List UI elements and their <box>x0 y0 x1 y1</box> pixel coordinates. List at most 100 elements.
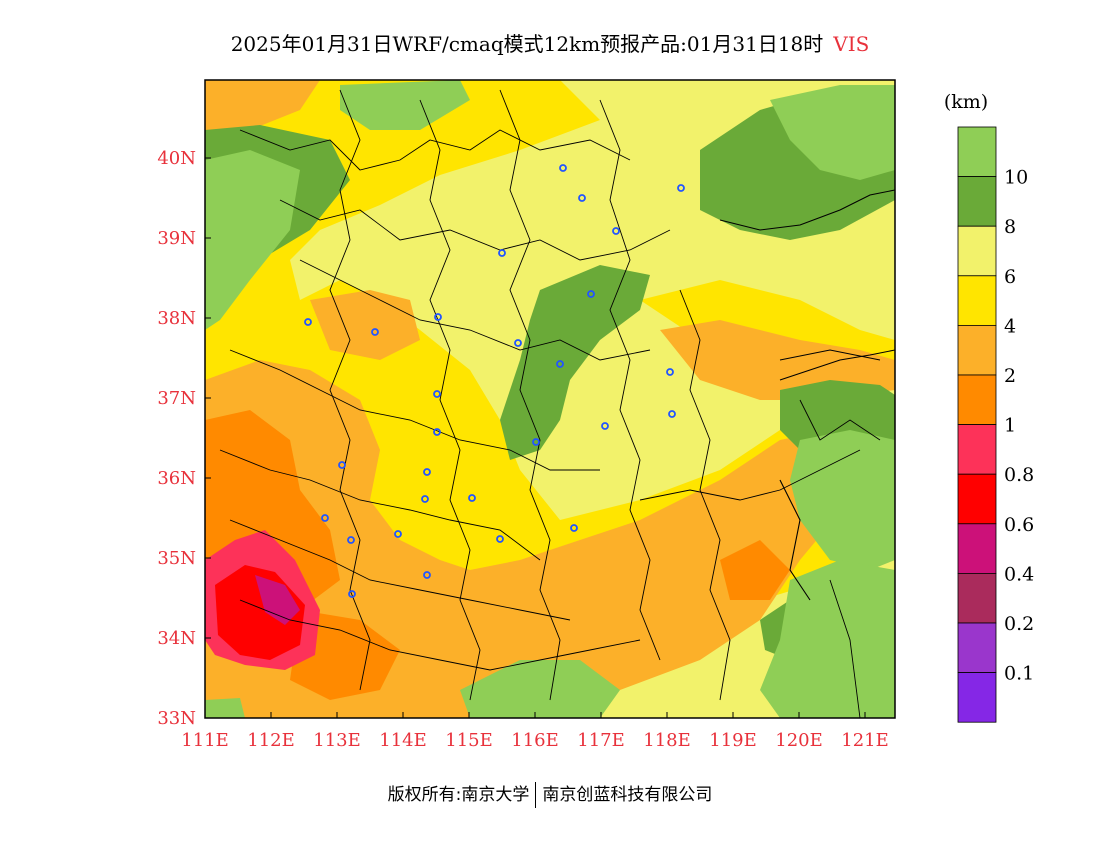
city-marker <box>371 328 379 336</box>
legend-swatch <box>957 622 997 673</box>
field-10plus-northeast <box>770 85 895 180</box>
field-10plus-east <box>790 430 895 570</box>
chart-title: 2025年01月31日WRF/cmaq模式12km预报产品:01月31日18时 V… <box>0 28 1100 57</box>
city-marker <box>394 530 402 538</box>
x-tick-label: 117E <box>577 730 625 751</box>
city-marker <box>304 318 312 326</box>
city-marker <box>587 290 595 298</box>
boundary-lines <box>219 89 881 718</box>
legend-label: 0.6 <box>1004 514 1034 536</box>
city-marker <box>556 360 564 368</box>
field-2-4-northwest <box>205 80 320 140</box>
y-tick-label: 37N <box>157 388 196 409</box>
city-marker <box>433 390 441 398</box>
city-marker <box>601 422 609 430</box>
y-tick-label: 35N <box>157 548 196 569</box>
plot-frame <box>204 79 896 719</box>
legend-label: 1 <box>1004 415 1016 437</box>
city-marker <box>578 194 586 202</box>
legend-swatch <box>957 473 997 525</box>
city-marker <box>423 571 431 579</box>
city-marker <box>570 524 578 532</box>
y-tick-label: 38N <box>157 308 196 329</box>
city-marker <box>348 590 356 598</box>
field-10plus-south <box>460 660 620 718</box>
city-marker <box>559 164 567 172</box>
x-tick-label: 120E <box>775 730 823 751</box>
legend-swatch <box>957 523 997 574</box>
coastline <box>719 189 895 601</box>
city-marker <box>666 368 674 376</box>
legend-swatch <box>957 424 997 475</box>
x-tick-label: 114E <box>379 730 427 751</box>
x-tick-label: 115E <box>445 730 493 751</box>
title-variable: VIS <box>833 32 870 56</box>
legend-swatch <box>957 176 997 227</box>
city-marker <box>514 339 522 347</box>
x-axis: 111E 112E 113E 114E 115E 116E 117E 118E 119E 120E… <box>181 712 889 751</box>
city-markers <box>304 164 685 598</box>
field-10plus-southeast <box>760 560 895 718</box>
legend: 10 8 6 4 2 1 0.8 0.6 0.4 0.2 0.1 <box>957 126 1034 723</box>
city-marker <box>321 514 329 522</box>
field-1-2-southeast <box>720 540 790 600</box>
city-marker <box>468 494 476 502</box>
city-marker <box>434 313 442 321</box>
legend-swatch <box>957 374 997 425</box>
legend-swatch <box>957 225 997 277</box>
x-tick-label: 116E <box>511 730 559 751</box>
city-marker <box>421 495 429 503</box>
field-10plus-northcentral <box>340 80 470 130</box>
field-10plus-southwest-corner <box>205 698 245 718</box>
footer-company: 南京创蓝科技有限公司 <box>542 785 713 805</box>
y-tick-label: 40N <box>157 148 196 169</box>
field-8-10-central <box>500 265 650 460</box>
footer-separator <box>535 782 537 808</box>
x-tick-label: 121E <box>841 730 889 751</box>
x-tick-label: 111E <box>181 730 229 751</box>
y-tick-label: 36N <box>157 468 196 489</box>
legend-swatch <box>957 126 997 177</box>
y-tick-label: 33N <box>157 708 196 729</box>
x-tick-label: 112E <box>247 730 295 751</box>
legend-label: 0.1 <box>1004 663 1034 685</box>
field-0.4-0.6 <box>255 575 300 625</box>
x-tick-label: 118E <box>643 730 691 751</box>
legend-label: 0.8 <box>1004 464 1034 486</box>
city-marker <box>612 227 620 235</box>
city-marker <box>347 536 355 544</box>
field-2-4-central-north <box>310 290 420 360</box>
legend-swatch <box>957 672 997 723</box>
legend-label: 4 <box>1004 315 1016 337</box>
legend-swatch <box>957 573 997 624</box>
legend-label: 0.2 <box>1004 613 1034 635</box>
field-10plus-west <box>205 150 300 330</box>
footer: 版权所有:南京大学 南京创蓝科技有限公司 <box>0 780 1100 808</box>
city-marker <box>496 535 504 543</box>
title-main: 2025年01月31日WRF/cmaq模式12km预报产品:01月31日18时 <box>230 32 824 56</box>
y-tick-label: 39N <box>157 228 196 249</box>
legend-label: 0.4 <box>1004 563 1034 585</box>
x-tick-label: 119E <box>709 730 757 751</box>
legend-swatch <box>957 324 997 376</box>
footer-copyright: 版权所有:南京大学 <box>387 785 530 805</box>
legend-unit: (km) <box>944 91 988 113</box>
field-2-4-east <box>660 320 895 400</box>
city-marker <box>498 249 506 257</box>
y-axis: 33N 34N 35N 36N 37N 38N 39N 40N <box>157 148 211 729</box>
legend-label: 10 <box>1004 167 1028 189</box>
city-marker <box>433 428 441 436</box>
x-tick-label: 113E <box>313 730 361 751</box>
city-marker <box>677 184 685 192</box>
legend-label: 8 <box>1004 216 1016 238</box>
legend-swatch <box>957 275 997 326</box>
y-tick-label: 34N <box>157 628 196 649</box>
legend-label: 2 <box>1004 365 1016 387</box>
city-marker <box>668 410 676 418</box>
city-marker <box>532 438 540 446</box>
legend-label: 6 <box>1004 266 1016 288</box>
map-field <box>205 80 895 718</box>
city-marker <box>423 468 431 476</box>
city-marker <box>338 461 346 469</box>
